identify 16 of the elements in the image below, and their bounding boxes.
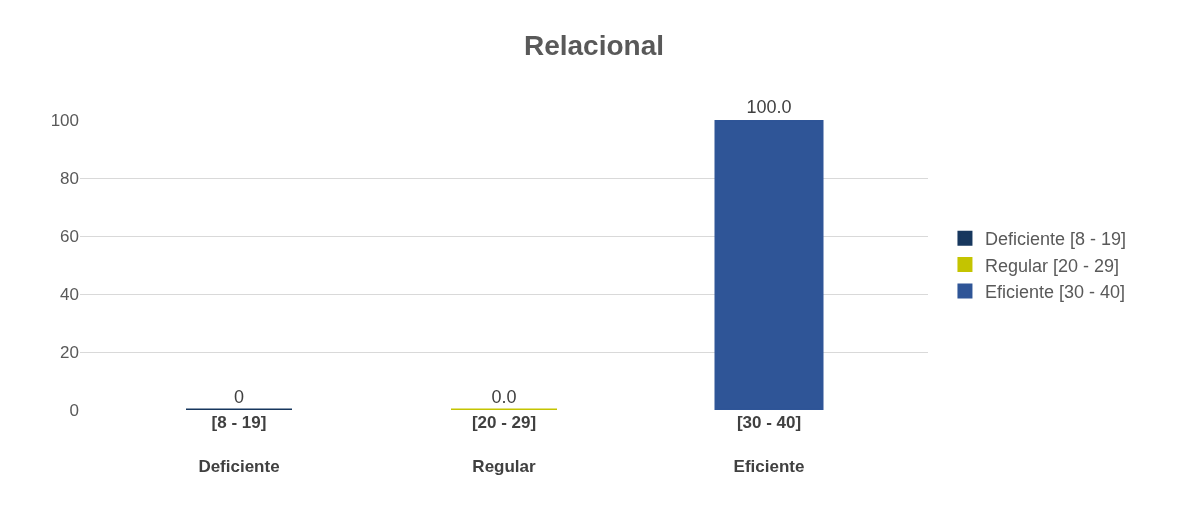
legend-label: Regular [20 - 29] bbox=[984, 255, 1120, 276]
data-label: 100.0 bbox=[746, 97, 792, 117]
y-tick-label: 80 bbox=[60, 168, 79, 188]
y-tick-label: 20 bbox=[60, 342, 79, 362]
category-label: [8 - 19] Deficiente bbox=[198, 413, 280, 477]
category-label: [30 - 40] Eficiente bbox=[733, 413, 805, 477]
chart-title: Relacional bbox=[523, 30, 665, 62]
y-tick-label: 40 bbox=[60, 284, 79, 304]
y-tick-label: 0 bbox=[69, 400, 79, 420]
category-label: [20 - 29] Regular bbox=[471, 413, 537, 477]
legend-label: Deficiente [8 - 19] bbox=[984, 229, 1127, 250]
data-label: 0 bbox=[233, 387, 245, 407]
y-tick-label: 60 bbox=[60, 226, 79, 246]
y-tick-label: 100 bbox=[50, 110, 79, 130]
data-label: 0.0 bbox=[491, 387, 517, 407]
legend-label: Eficiente [30 - 40] bbox=[984, 282, 1126, 303]
